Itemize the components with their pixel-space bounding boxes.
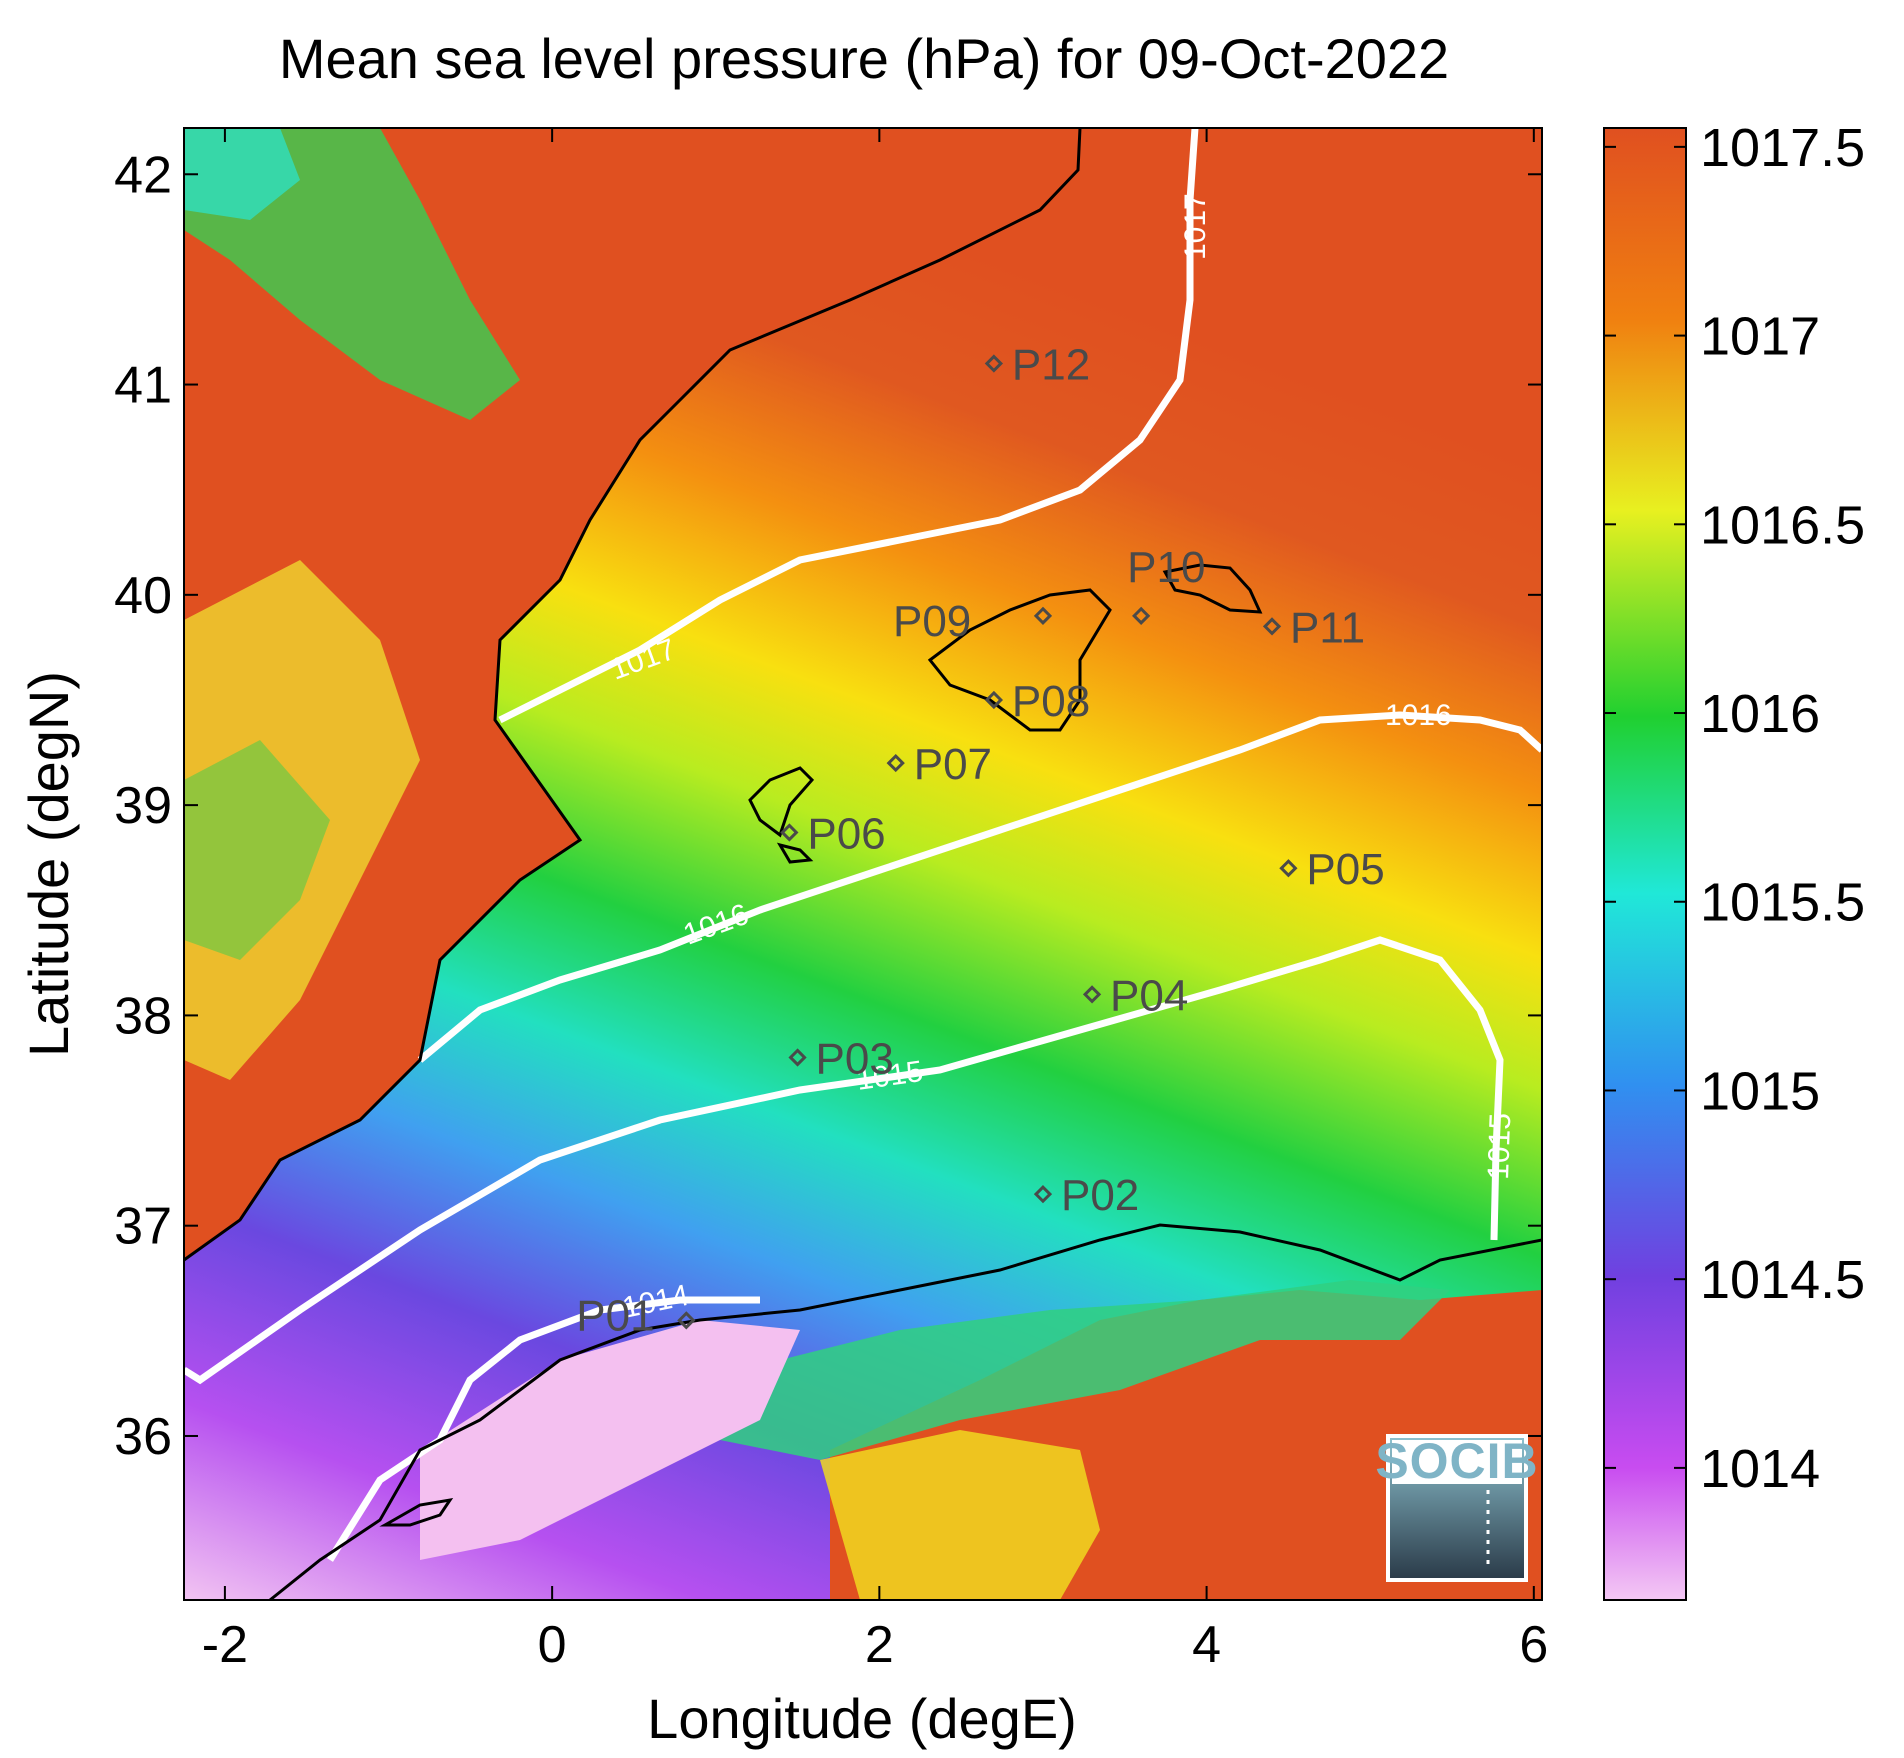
socib-logo: SOCIB <box>1375 1433 1538 1582</box>
station-p11: P11 <box>1262 603 1365 652</box>
colorbar-tick-label: 1014.5 <box>1700 1250 1865 1310</box>
y-axis-ticks: 36 37 38 39 40 41 42 <box>114 146 1542 1466</box>
station-label: P11 <box>1290 603 1365 652</box>
station-label: P08 <box>1012 677 1090 726</box>
station-p04: P04 <box>1082 971 1188 1020</box>
station-p09: P09 <box>893 597 1053 646</box>
station-label: P02 <box>1061 1171 1139 1220</box>
contour-1015 <box>184 936 1504 1385</box>
colorbar-tick-label: 1015 <box>1700 1061 1820 1121</box>
station-p02: P02 <box>1033 1171 1139 1220</box>
contour-label: 1016 <box>1385 699 1452 732</box>
x-tick-label: -2 <box>202 1616 248 1674</box>
plot-frame <box>183 127 1543 1601</box>
station-p03: P03 <box>788 1034 894 1083</box>
station-label: P03 <box>816 1034 894 1083</box>
iberia-land <box>184 128 1080 1260</box>
station-marker <box>1279 859 1298 878</box>
station-label: P07 <box>914 740 992 789</box>
station-label: P04 <box>1110 971 1188 1020</box>
north-africa-relief-green <box>700 1280 1450 1460</box>
island-mallorca <box>927 588 1112 732</box>
station-p08: P08 <box>984 677 1090 726</box>
y-tick-label: 40 <box>114 567 172 625</box>
socib-logo-text: SOCIB <box>1375 1433 1538 1489</box>
north-africa-relief-pink <box>420 1320 800 1560</box>
figure-title: Mean sea level pressure (hPa) for 09-Oct… <box>279 27 1449 90</box>
plot-area <box>184 128 1542 1600</box>
station-marker <box>984 354 1004 373</box>
station-marker <box>886 753 905 773</box>
station-label: P12 <box>1012 341 1090 390</box>
x-axis-ticks: -2 0 2 4 6 <box>202 128 1548 1674</box>
island-menorca <box>1162 563 1263 614</box>
station-marker <box>677 1311 696 1330</box>
island-alboran <box>379 1497 454 1527</box>
colorbar-tick-label: 1016.5 <box>1700 495 1865 555</box>
x-tick-label: 6 <box>1519 1616 1548 1674</box>
station-p07: P07 <box>886 740 992 789</box>
contour-label: 1015 <box>1482 1112 1517 1180</box>
x-tick-label: 2 <box>865 1616 894 1674</box>
contour-label: 1017 <box>1179 193 1212 260</box>
station-marker <box>1132 606 1151 625</box>
colorbar-tick-label: 1015.5 <box>1700 873 1865 933</box>
coastline-north-africa <box>269 1223 1542 1600</box>
colorbar <box>1603 127 1687 1601</box>
iberia-relief-cyan <box>184 128 300 220</box>
y-tick-label: 38 <box>114 987 172 1045</box>
y-axis-label: Latitude (degN) <box>17 671 80 1057</box>
station-label: P05 <box>1306 845 1384 894</box>
y-tick-label: 37 <box>114 1198 172 1256</box>
coastline-iberia <box>184 128 1082 1262</box>
x-axis-label: Longitude (degE) <box>647 1687 1077 1750</box>
station-label: P10 <box>1127 543 1205 592</box>
station-marker <box>984 690 1004 710</box>
iberia-relief-green-south <box>184 740 330 960</box>
contour-1017 <box>498 128 1199 724</box>
station-p01: P01 <box>576 1291 696 1340</box>
station-marker <box>1033 606 1053 625</box>
station-label: P09 <box>893 597 971 646</box>
station-p05: P05 <box>1279 845 1385 894</box>
y-tick-label: 36 <box>114 1408 172 1466</box>
contour-1016 <box>417 711 1542 1063</box>
island-ibiza <box>748 766 815 838</box>
station-label: P06 <box>807 809 885 858</box>
station-label: P01 <box>576 1291 654 1340</box>
colorbar-tick-label: 1014 <box>1700 1439 1820 1499</box>
station-marker <box>1033 1185 1053 1204</box>
colorbar-tick-label: 1016 <box>1700 684 1820 744</box>
north-africa-relief-yellow <box>820 1430 1100 1600</box>
x-tick-label: 4 <box>1192 1616 1221 1674</box>
y-tick-label: 41 <box>114 357 172 415</box>
y-tick-label: 42 <box>114 146 172 204</box>
x-tick-label: 0 <box>538 1616 567 1674</box>
station-marker <box>1262 617 1282 636</box>
colorbar-tick-label: 1017 <box>1700 307 1820 367</box>
station-p12: P12 <box>984 341 1090 390</box>
colorbar-ticks: 1014 1014.5 1015 1015.5 1016 1016.5 1017 1017.5 <box>1604 118 1865 1499</box>
colorbar-tick-label: 1017.5 <box>1700 118 1865 178</box>
island-formentera <box>776 842 814 864</box>
station-p06: P06 <box>780 809 886 858</box>
station-marker <box>788 1048 807 1067</box>
station-p10: P10 <box>1127 543 1205 625</box>
station-marker <box>1082 985 1102 1004</box>
station-marker <box>780 823 799 842</box>
stations: P01 P02 P03 P04 P05 P06 P07 P08 P09 P10 P11 P12 <box>576 341 1384 1341</box>
contour-1014 <box>327 1296 760 1562</box>
y-tick-label: 39 <box>114 777 172 835</box>
